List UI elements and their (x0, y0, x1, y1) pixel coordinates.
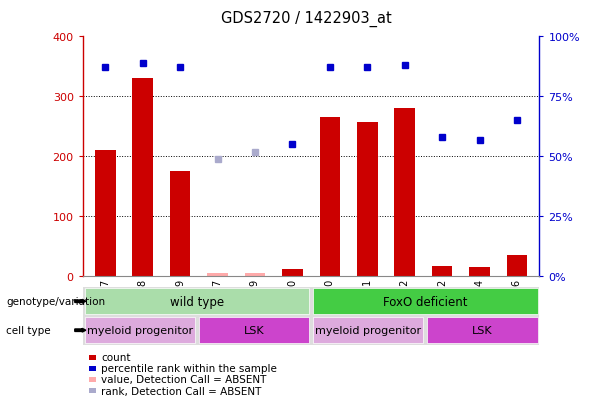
Bar (282, 270, 303, 277)
Bar (207, 274, 228, 277)
Bar (85, 317, 195, 344)
Text: myeloid progenitor: myeloid progenitor (87, 325, 193, 335)
Bar (427, 317, 538, 344)
Text: genotype/variation: genotype/variation (6, 297, 105, 306)
Bar (95, 151, 115, 277)
Bar (432, 266, 452, 277)
Text: myeloid progenitor: myeloid progenitor (315, 325, 421, 335)
Text: rank, Detection Call = ABSENT: rank, Detection Call = ABSENT (101, 386, 262, 396)
Bar (507, 256, 527, 277)
Bar (245, 274, 265, 277)
Bar (132, 79, 153, 277)
Bar (85, 288, 309, 315)
Bar (319, 118, 340, 277)
Text: LSK: LSK (244, 325, 264, 335)
Bar (313, 317, 424, 344)
Text: cell type: cell type (6, 325, 51, 335)
Text: LSK: LSK (472, 325, 493, 335)
Text: FoxO deficient: FoxO deficient (383, 295, 468, 308)
Bar (199, 317, 309, 344)
Bar (394, 109, 415, 277)
Bar (470, 267, 490, 277)
Text: value, Detection Call = ABSENT: value, Detection Call = ABSENT (101, 375, 267, 385)
Text: wild type: wild type (170, 295, 224, 308)
Text: count: count (101, 352, 131, 362)
Bar (170, 172, 191, 277)
Bar (357, 122, 378, 277)
Bar (313, 288, 538, 315)
Text: percentile rank within the sample: percentile rank within the sample (101, 363, 277, 373)
Text: GDS2720 / 1422903_at: GDS2720 / 1422903_at (221, 10, 392, 27)
